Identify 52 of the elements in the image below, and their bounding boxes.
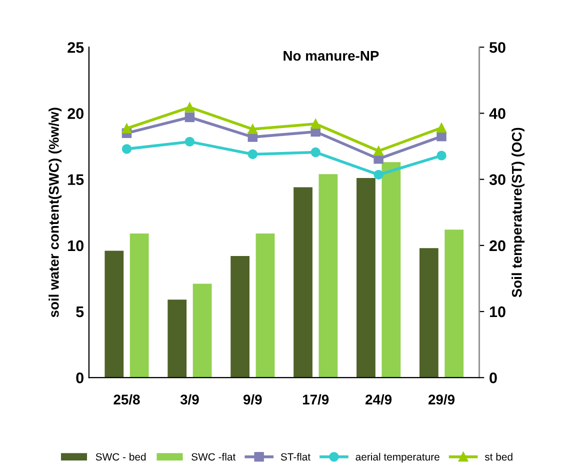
y2-tick-label: 30 [489,174,506,186]
x-tick-label: 9/9 [243,394,262,405]
x-tick-label: 17/9 [302,394,329,405]
bar [168,300,187,378]
bar [192,284,212,378]
point [122,144,132,154]
y2-tick-label: 50 [489,42,506,53]
legend-label: st bed [484,452,512,461]
legend-label: SWC - bed [96,452,146,461]
y-tick-label: 0 [76,372,84,384]
y2-axis-title: Soil temperature(ST) (OC) [512,128,525,298]
point [184,112,195,122]
point [248,149,258,160]
point [436,132,446,142]
point [122,124,132,134]
point [248,124,258,134]
legend-label: ST-flat [280,452,310,461]
point [310,118,320,129]
y-tick-label: 15 [68,174,84,186]
y2-tick-label: 40 [489,108,506,119]
x-tick-label: 24/9 [366,394,392,405]
point [310,147,320,158]
bar [104,250,124,378]
x-tick-label: 25/8 [114,394,140,405]
y-tick-label: 25 [68,42,84,53]
bar [356,178,376,378]
point [436,122,446,133]
x-tick-label: 29/9 [428,394,455,405]
point [184,136,195,147]
legend-label: SWC -flat [192,452,236,461]
y2-tick-label: 20 [490,240,506,252]
point [374,170,384,180]
y-tick-label: 20 [68,108,84,119]
bar [294,187,312,378]
y2-tick-label: 10 [490,306,506,318]
bar [419,248,438,378]
chart-title: No manure-NP [284,51,379,61]
bar [382,162,401,378]
y-axis-title: soil water content(SWC) (%w/w) [48,108,62,318]
point [184,102,195,112]
y2-tick-label: 0 [490,372,497,384]
point [374,146,384,156]
y-tick-label: 5 [76,306,84,318]
bar [130,234,149,378]
point [436,150,446,160]
bar [444,230,464,378]
legend-label: aerial temperature [356,452,440,463]
bar [318,174,338,378]
bar [230,256,250,378]
x-tick-label: 3/9 [180,394,199,405]
bar [256,234,275,378]
y-tick-label: 10 [68,240,84,252]
